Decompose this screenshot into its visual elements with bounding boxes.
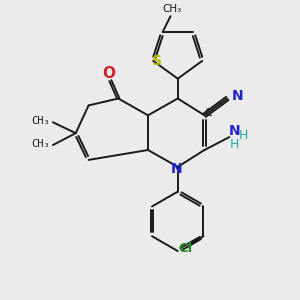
Text: N: N bbox=[171, 162, 183, 176]
Text: CH₃: CH₃ bbox=[162, 4, 181, 14]
Text: S: S bbox=[152, 54, 162, 68]
Text: H: H bbox=[230, 138, 239, 151]
Text: C: C bbox=[204, 108, 212, 118]
Text: N: N bbox=[228, 124, 240, 138]
Text: N: N bbox=[231, 88, 243, 103]
Text: H: H bbox=[238, 129, 248, 142]
Text: CH₃: CH₃ bbox=[31, 139, 50, 149]
Text: O: O bbox=[102, 66, 115, 81]
Text: Cl: Cl bbox=[178, 242, 193, 255]
Text: CH₃: CH₃ bbox=[31, 116, 50, 126]
